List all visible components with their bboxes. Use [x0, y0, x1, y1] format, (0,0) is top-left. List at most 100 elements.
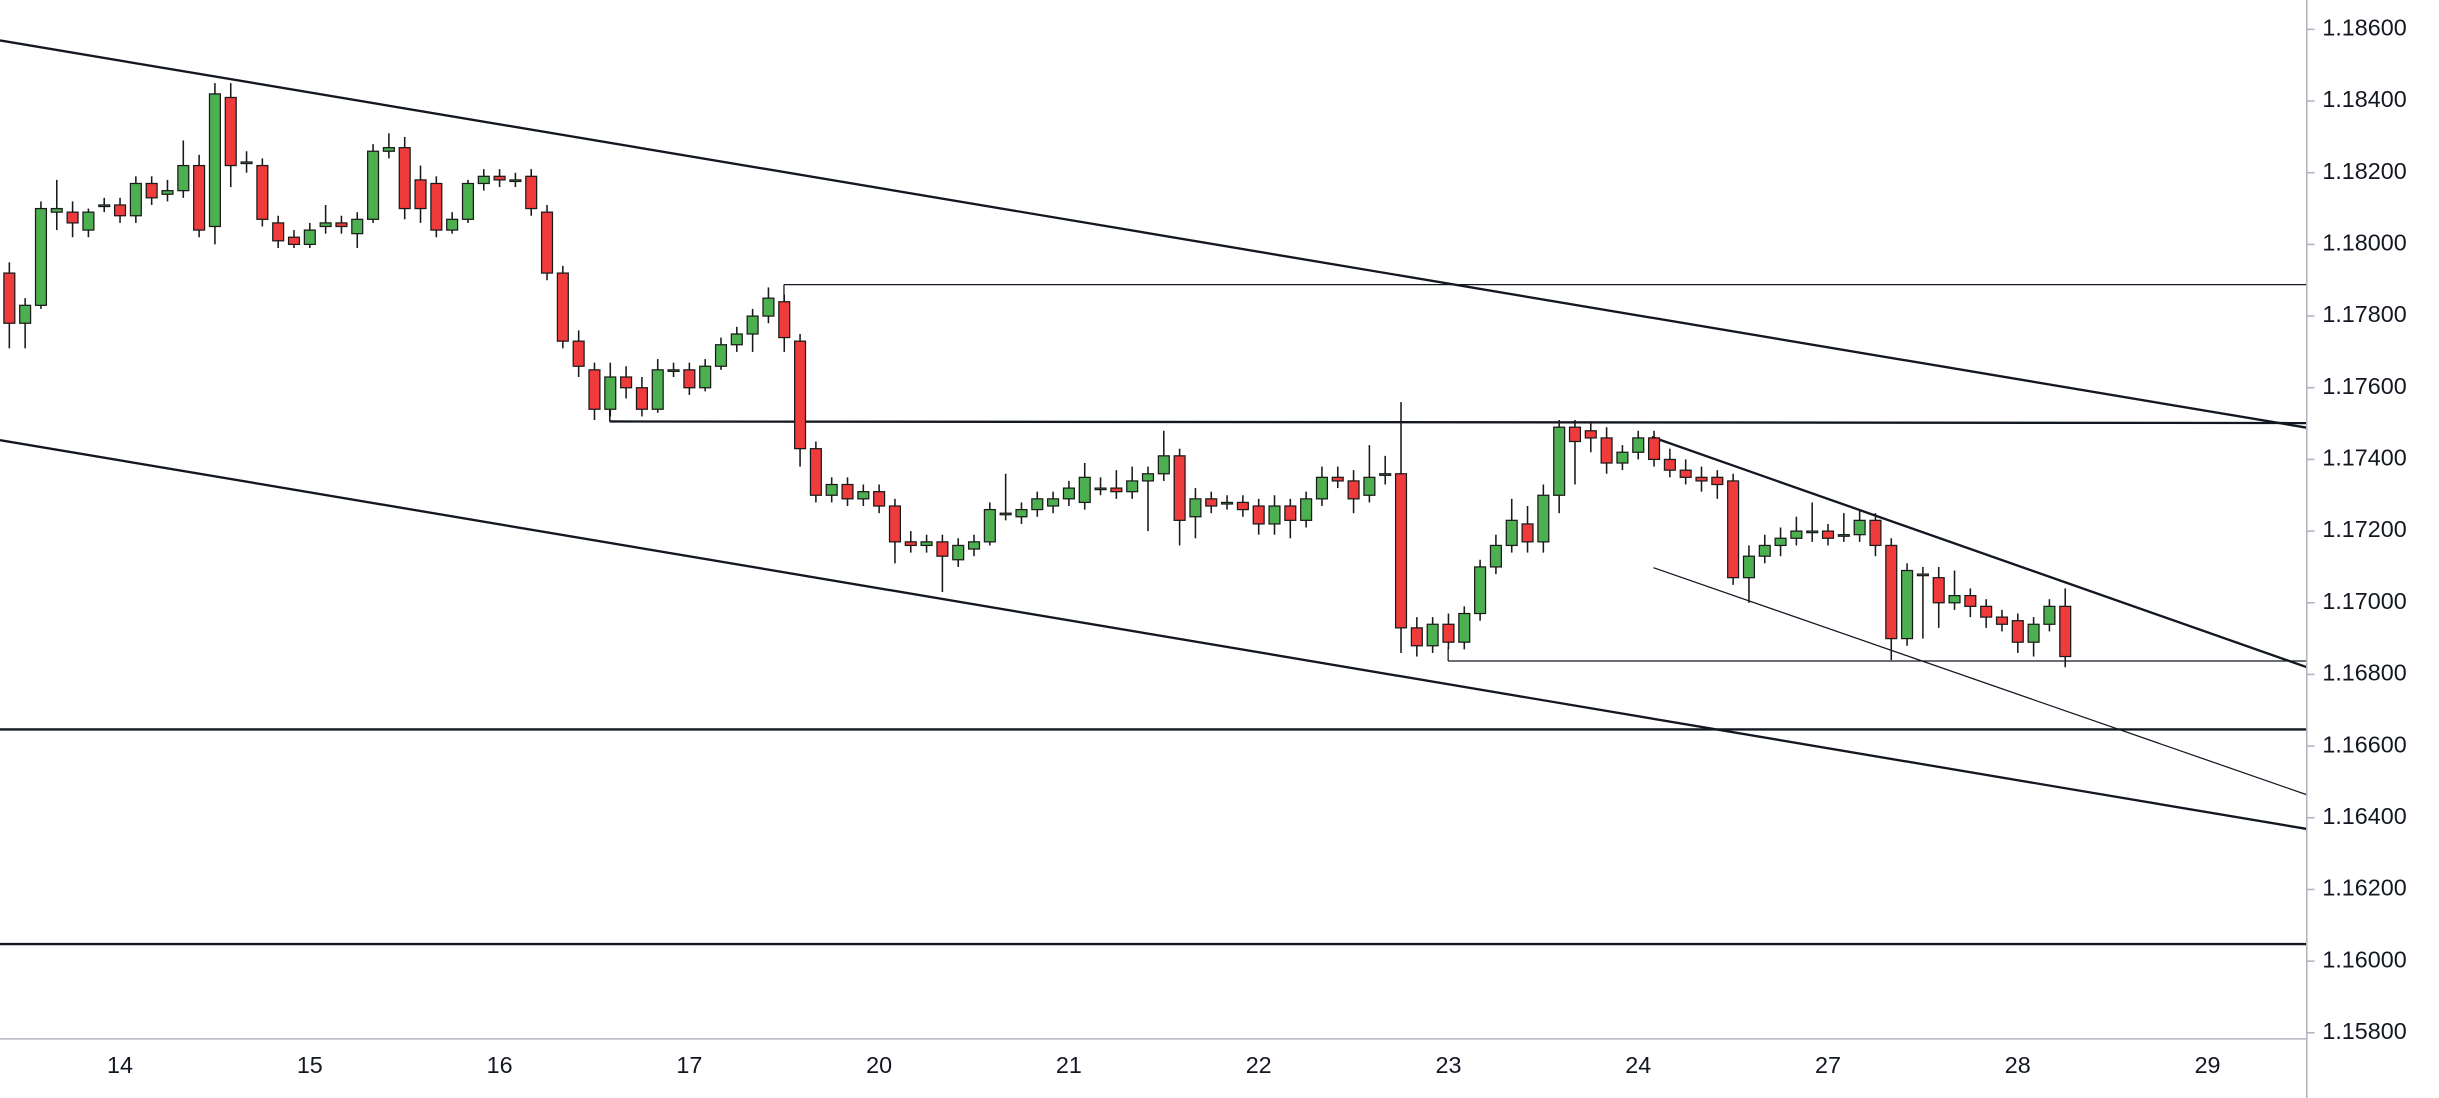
candle-body: [936, 541, 949, 557]
candle-body: [509, 179, 522, 183]
candle-body: [1220, 501, 1234, 505]
candle-body: [873, 491, 886, 507]
candle-body: [841, 483, 854, 500]
candle-body: [1553, 426, 1566, 496]
candle-body: [1742, 555, 1756, 579]
candle-body: [446, 218, 459, 231]
candle-body: [98, 204, 111, 208]
candle-body: [1236, 501, 1249, 511]
candle-body: [303, 229, 316, 246]
candle-body: [967, 541, 981, 550]
candle-body: [1948, 594, 1961, 604]
candle-body: [1078, 476, 1091, 504]
candle-body: [1632, 437, 1645, 453]
candle-body: [1268, 505, 1281, 525]
candle-body: [2059, 605, 2072, 658]
candle-body: [888, 505, 902, 543]
candle-body: [572, 340, 585, 367]
y-tick-label: 1.16400: [2322, 803, 2406, 829]
candle-body: [113, 204, 127, 217]
candle-body: [651, 369, 664, 410]
candle-body: [1885, 544, 1898, 640]
candle-body: [920, 541, 933, 547]
x-tick-label: 29: [2195, 1052, 2221, 1078]
candle-body: [287, 236, 301, 246]
candle-body: [809, 448, 822, 496]
candle-body: [319, 222, 332, 228]
candle-body: [635, 387, 648, 410]
candle-body: [604, 376, 617, 410]
candle-body: [1458, 612, 1471, 643]
candle-body: [1015, 508, 1028, 518]
candle-body: [762, 297, 775, 317]
candle-body: [983, 508, 996, 543]
trend-line: [1653, 567, 2307, 796]
candle-body: [588, 369, 601, 410]
x-tick-label: 15: [297, 1052, 323, 1078]
y-tick-label: 1.16800: [2322, 660, 2406, 686]
y-tick-label: 1.18000: [2322, 230, 2406, 256]
candle-body: [999, 512, 1012, 516]
candle-body: [1426, 623, 1439, 647]
candle-body: [1837, 534, 1850, 537]
y-tick-label: 1.16000: [2322, 946, 2406, 972]
candle-body: [525, 175, 538, 210]
candle-body: [1616, 451, 1629, 464]
y-tick-label: 1.17400: [2322, 445, 2406, 471]
candle-body: [34, 207, 48, 306]
y-tick-label: 1.18600: [2322, 15, 2406, 41]
candle-body: [1584, 430, 1597, 439]
candle-body: [1474, 566, 1487, 615]
candle-body: [2027, 623, 2040, 643]
candle-body: [1853, 519, 1866, 536]
candle-body: [272, 222, 285, 242]
candle-body: [1711, 476, 1724, 486]
candle-body: [1347, 480, 1360, 500]
candle-body: [145, 182, 158, 199]
candle-body: [730, 333, 743, 346]
candle-body: [477, 175, 490, 185]
drawings: [0, 39, 2308, 946]
y-tick-label: 1.16200: [2322, 875, 2406, 901]
x-tick-label: 22: [1246, 1052, 1272, 1078]
candle-body: [367, 150, 380, 220]
candle-body: [351, 218, 364, 235]
candle-body: [1157, 455, 1170, 475]
horizontal-line: [609, 420, 2307, 425]
candle-body: [1489, 544, 1502, 568]
trend-line: [0, 39, 2307, 429]
candle-body: [1110, 487, 1123, 493]
y-tick-label: 1.17600: [2322, 373, 2406, 399]
y-tick-label: 1.17000: [2322, 588, 2406, 614]
candle-body: [82, 211, 95, 231]
candle-body: [1568, 426, 1582, 443]
trend-line: [0, 438, 2307, 831]
x-tick-label: 24: [1625, 1052, 1651, 1078]
candle-body: [1394, 473, 1408, 629]
candle-body: [1284, 505, 1297, 521]
candle-body: [1790, 530, 1803, 539]
y-tick-label: 1.17800: [2322, 301, 2406, 327]
candle-body: [335, 222, 348, 228]
y-tick-label: 1.18200: [2322, 158, 2406, 184]
candle-body: [1600, 437, 1613, 464]
candle-body: [1995, 616, 2009, 625]
candle-body: [1647, 437, 1661, 461]
candle-body: [1901, 569, 1914, 640]
candle-body: [177, 164, 190, 192]
candle-body: [1869, 519, 1882, 547]
candle-body: [493, 175, 506, 181]
candle-body: [1521, 523, 1534, 543]
candle-body: [19, 304, 32, 324]
candle-body: [224, 96, 237, 167]
candle-body: [1916, 573, 1929, 577]
candle-body: [66, 211, 79, 224]
candle-body: [1031, 498, 1044, 511]
candle-body: [778, 301, 791, 339]
x-tick-label: 17: [676, 1052, 702, 1078]
candle-body: [1410, 627, 1423, 647]
candle-body: [1821, 530, 1835, 539]
candle-body: [540, 211, 554, 274]
